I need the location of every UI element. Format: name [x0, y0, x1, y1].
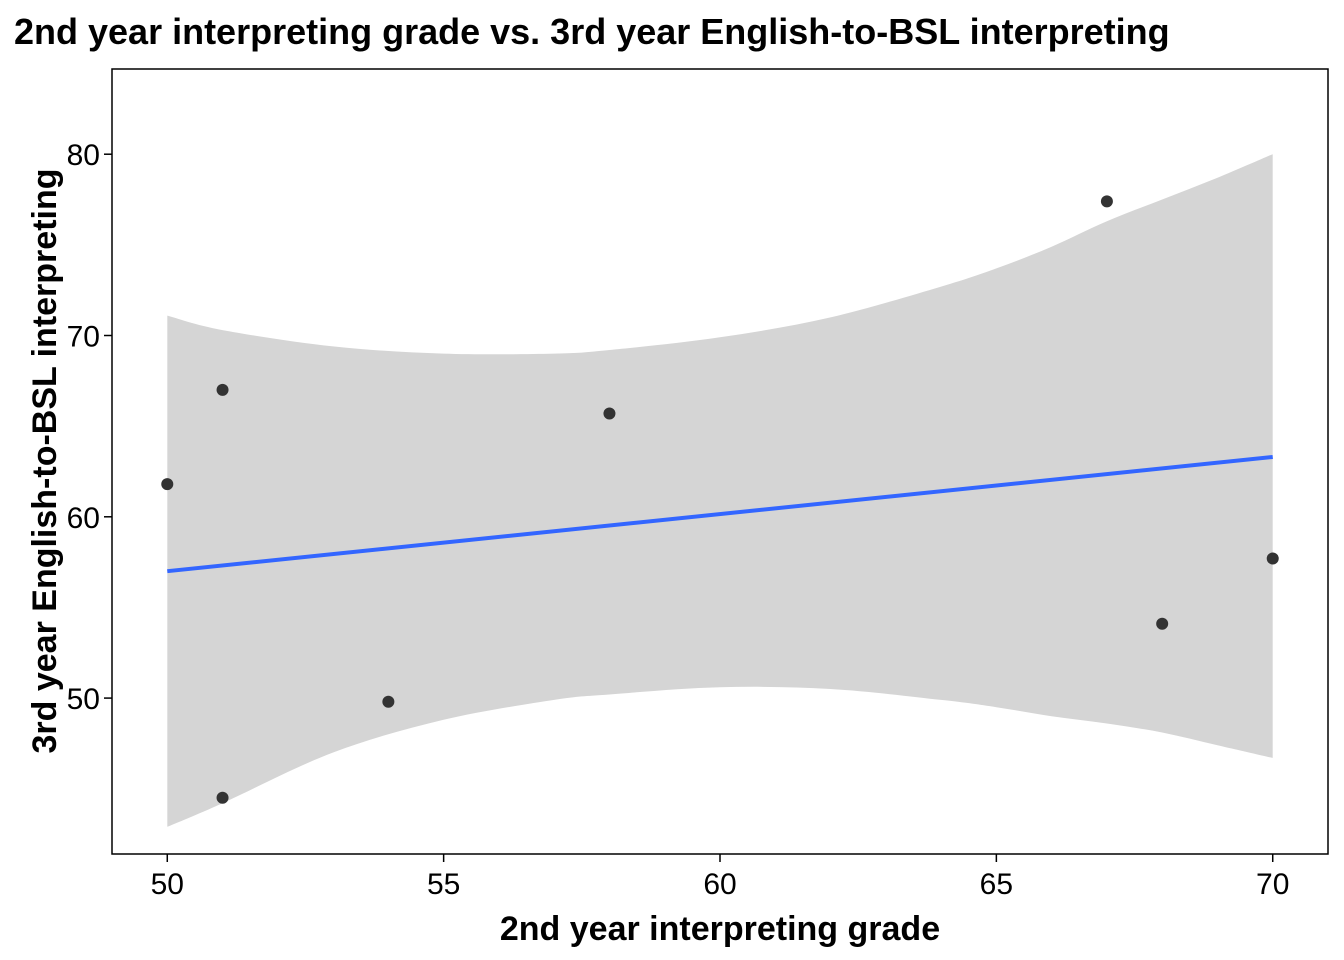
y-axis-title: 3rd year English-to-BSL interpreting	[26, 168, 64, 753]
y-tick-label-80: 80	[67, 139, 100, 172]
x-tick-label-55: 55	[427, 868, 460, 901]
x-tick-label-60: 60	[703, 868, 736, 901]
data-point-3	[216, 791, 229, 804]
data-point-6	[1100, 195, 1113, 208]
chart-title: 2nd year interpreting grade vs. 3rd year…	[14, 11, 1170, 52]
data-point-5	[603, 407, 616, 420]
confidence-band	[167, 154, 1273, 827]
y-tick-label-50: 50	[67, 683, 100, 716]
data-point-8	[1266, 552, 1279, 565]
data-point-4	[382, 695, 395, 708]
x-tick-label-70: 70	[1256, 868, 1289, 901]
y-tick-label-70: 70	[67, 321, 100, 354]
data-point-2	[216, 383, 229, 396]
x-axis-title: 2nd year interpreting grade	[500, 910, 940, 948]
data-point-1	[161, 478, 174, 491]
x-tick-label-50: 50	[151, 868, 184, 901]
x-tick-label-65: 65	[980, 868, 1013, 901]
regression-line	[167, 454, 1273, 574]
y-tick-label-60: 60	[67, 502, 100, 535]
data-point-7	[1156, 617, 1169, 630]
